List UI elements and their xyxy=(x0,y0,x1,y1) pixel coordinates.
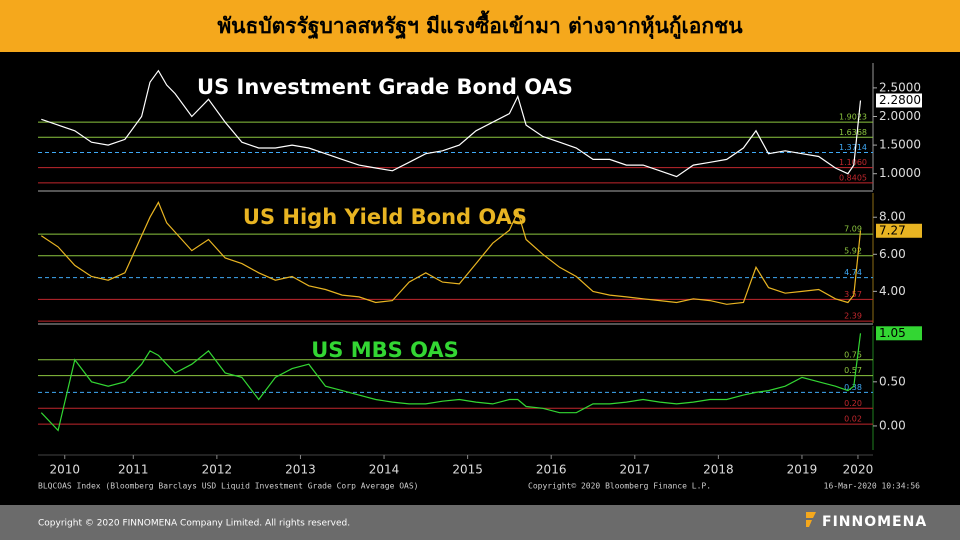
series-line xyxy=(41,69,862,178)
x-tick-label: 2019 xyxy=(787,463,818,477)
x-tick-label: 2013 xyxy=(285,463,316,477)
y-tick-label: 6.00 xyxy=(879,247,906,261)
x-tick-label: 2010 xyxy=(49,463,80,477)
panel-title: US Investment Grade Bond OAS xyxy=(197,75,573,99)
header-bar xyxy=(0,0,960,52)
current-value-label: 7.27 xyxy=(879,223,906,237)
level-label: 0.20 xyxy=(844,399,862,408)
y-tick-label: 2.0000 xyxy=(879,109,921,123)
y-tick-label: 4.00 xyxy=(879,284,906,298)
level-label: 1.9023 xyxy=(839,113,867,122)
y-tick-label: 8.00 xyxy=(879,210,906,224)
level-label: 0.8405 xyxy=(839,173,867,182)
x-tick-label: 2015 xyxy=(452,463,483,477)
chart-background xyxy=(0,52,960,505)
x-tick-label: 2016 xyxy=(536,463,567,477)
footer-bar xyxy=(0,505,960,540)
series-line xyxy=(40,201,862,305)
level-label: 1.6368 xyxy=(839,128,867,137)
x-tick-label: 2011 xyxy=(118,463,149,477)
source-copyright: Copyright© 2020 Bloomberg Finance L.P. xyxy=(528,482,711,491)
panel-title: US MBS OAS xyxy=(311,338,459,362)
footer-copyright: Copyright © 2020 FINNOMENA Company Limit… xyxy=(38,519,350,529)
level-label: 4.74 xyxy=(844,268,862,277)
brand-icon xyxy=(806,512,816,527)
current-value-label: 2.2800 xyxy=(879,93,921,107)
brand-name: FINNOMENA xyxy=(822,514,927,530)
level-label: 2.39 xyxy=(844,312,862,321)
y-tick-label: 1.0000 xyxy=(879,166,921,180)
level-label: 7.09 xyxy=(844,225,862,234)
y-tick-label: 1.5000 xyxy=(879,138,921,152)
header-title: พันธบัตรรัฐบาลสหรัฐฯ มีแรงซื้อเข้ามา ต่า… xyxy=(217,10,743,40)
current-value-label: 1.05 xyxy=(879,326,906,340)
level-label: 3.57 xyxy=(844,290,862,299)
level-label: 5.92 xyxy=(844,246,862,255)
level-label: 1.1060 xyxy=(839,158,867,167)
level-label: 1.3714 xyxy=(839,143,867,152)
current-value-box xyxy=(876,326,922,341)
current-value-box xyxy=(876,223,922,238)
level-label: 0.57 xyxy=(844,366,862,375)
y-tick-label: 0.50 xyxy=(879,374,906,388)
current-value-box xyxy=(876,93,922,108)
source-index: BLQCOAS Index (Bloomberg Barclays USD Li… xyxy=(38,482,419,491)
level-label: 0.02 xyxy=(844,415,862,424)
series-line xyxy=(40,333,862,432)
y-tick-label: 0.00 xyxy=(879,418,906,432)
panel-title: US High Yield Bond OAS xyxy=(243,205,527,229)
x-tick-label: 2017 xyxy=(620,463,651,477)
x-tick-label: 2018 xyxy=(703,463,734,477)
x-tick-label: 2012 xyxy=(202,463,233,477)
source-timestamp: 16-Mar-2020 10:34:56 xyxy=(824,482,921,491)
level-label: 0.75 xyxy=(844,350,862,359)
y-tick-label: 2.5000 xyxy=(879,80,921,94)
x-tick-label: 2020 xyxy=(843,463,874,477)
x-tick-label: 2014 xyxy=(369,463,400,477)
